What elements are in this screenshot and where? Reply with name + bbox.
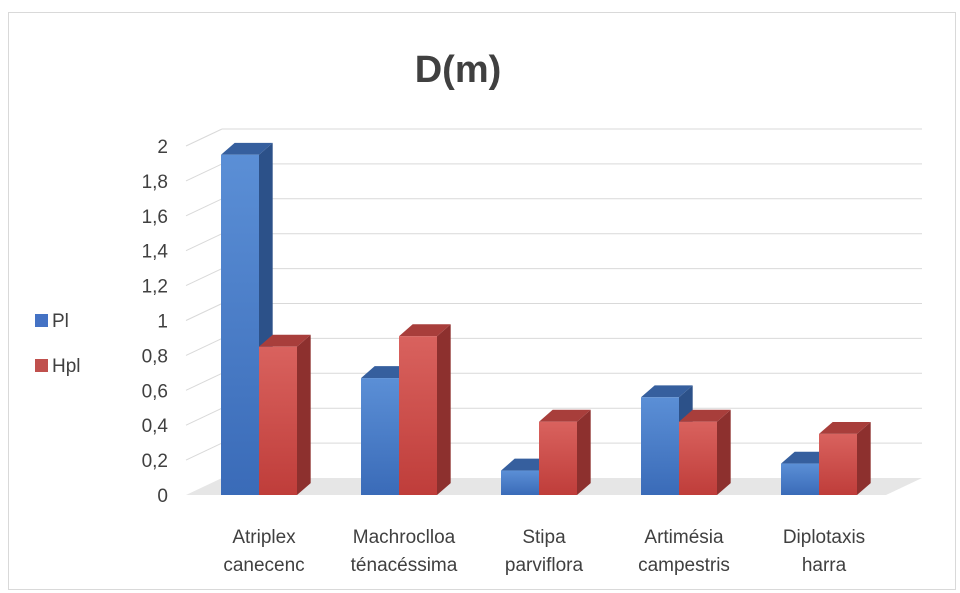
bar-top [221, 142, 273, 155]
bar-front [259, 346, 297, 495]
chart-title: D(m) [415, 49, 502, 91]
legend-swatch [35, 359, 48, 372]
bar-top [679, 409, 731, 422]
bar-side [577, 409, 591, 495]
bar-top [399, 324, 451, 337]
legend-item-pl: Pl [35, 311, 69, 332]
y-tick-label: 0 [157, 486, 168, 507]
gridline-side [185, 372, 223, 391]
gridline-side [185, 163, 223, 182]
gridline-side [185, 233, 223, 252]
bar-front [641, 397, 679, 495]
bar-top [259, 334, 311, 347]
y-tick-label: 0,2 [142, 451, 168, 472]
bar-side [297, 334, 311, 495]
gridline-side [185, 198, 223, 217]
bar-pl-3 [641, 385, 693, 495]
x-category-label: Machroclloa ténacéssima [351, 527, 458, 576]
x-category-label: Atriplex canecenc [223, 527, 304, 576]
gridline-side [185, 407, 223, 426]
bar-hpl-2 [539, 409, 591, 495]
gridlines [185, 128, 922, 461]
gridline-side [185, 128, 223, 147]
legend-item-hpl: Hpl [35, 356, 81, 377]
gridline-side [185, 442, 223, 461]
bar-hpl-1 [399, 324, 451, 495]
legend-label: Hpl [52, 356, 81, 377]
gridline-side [185, 268, 223, 287]
y-tick-label: 2 [157, 137, 168, 158]
bar-front [221, 154, 259, 495]
x-category-label: Diplotaxis harra [783, 527, 865, 576]
bars [221, 142, 871, 495]
bar-front [501, 470, 539, 495]
y-tick-label: 1,2 [142, 277, 168, 298]
bar-hpl-0 [259, 334, 311, 495]
gridline-side [185, 303, 223, 321]
y-tick-label: 1 [157, 312, 168, 333]
y-tick-label: 1,6 [142, 207, 168, 228]
bar-front [781, 463, 819, 495]
bar-side [717, 409, 731, 495]
y-tick-label: 0,6 [142, 381, 168, 402]
x-category-label: Stipa parviflora [505, 527, 584, 576]
bar-front [819, 433, 857, 495]
y-tick-label: 1,8 [142, 172, 168, 193]
x-axis-categories: Atriplex canecenc Machroclloa ténacéssima St… [223, 527, 865, 576]
bar-front [679, 421, 717, 495]
bar-side [437, 324, 451, 495]
y-tick-label: 1,4 [142, 242, 169, 263]
y-tick-label: 0,8 [142, 346, 168, 367]
bar-front [539, 421, 577, 495]
bar-top [819, 422, 871, 434]
legend-swatch [35, 314, 48, 327]
y-tick-label: 0,4 [142, 416, 169, 437]
bar-hpl-4 [819, 422, 871, 495]
bar-top [641, 385, 693, 398]
bar-front [361, 378, 399, 495]
gridline-side [185, 337, 223, 356]
bar-top [539, 409, 591, 422]
legend-label: Pl [52, 311, 69, 332]
y-axis-ticks: 0 0,2 0,4 0,6 0,8 1 1,2 1,4 1,6 1,8 2 [142, 137, 169, 507]
bar-front [399, 336, 437, 495]
x-category-label: Artimésia campestris [638, 527, 730, 576]
bar-side [857, 422, 871, 495]
bar-hpl-3 [679, 409, 731, 495]
legend: Pl Hpl [35, 311, 81, 377]
